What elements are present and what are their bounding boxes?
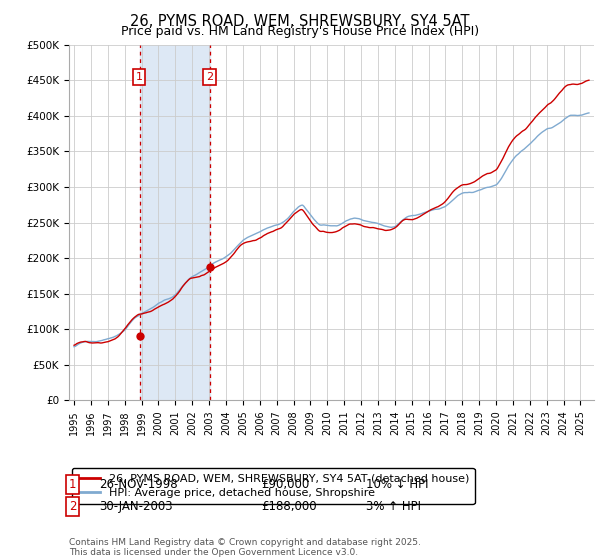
Bar (140, 45, 211, 400)
Legend: 26, PYMS ROAD, WEM, SHREWSBURY, SY4 5AT (detached house), HPI: Average price, de: 26, PYMS ROAD, WEM, SHREWSBURY, SY4 5AT … (72, 468, 475, 504)
Text: Contains HM Land Registry data © Crown copyright and database right 2025.
This d: Contains HM Land Registry data © Crown c… (69, 538, 421, 557)
Text: 1: 1 (136, 72, 143, 82)
Text: 30-JAN-2003: 30-JAN-2003 (99, 500, 173, 514)
Text: 2: 2 (206, 72, 213, 82)
Text: 26, PYMS ROAD, WEM, SHREWSBURY, SY4 5AT: 26, PYMS ROAD, WEM, SHREWSBURY, SY4 5AT (130, 14, 470, 29)
Text: 1: 1 (69, 478, 77, 491)
Text: £188,000: £188,000 (261, 500, 317, 514)
Text: 26-NOV-1998: 26-NOV-1998 (99, 478, 178, 491)
Text: 3% ↑ HPI: 3% ↑ HPI (366, 500, 421, 514)
Text: £90,000: £90,000 (261, 478, 309, 491)
Text: Price paid vs. HM Land Registry's House Price Index (HPI): Price paid vs. HM Land Registry's House … (121, 25, 479, 38)
Text: 10% ↓ HPI: 10% ↓ HPI (366, 478, 428, 491)
Text: 2: 2 (69, 500, 77, 514)
